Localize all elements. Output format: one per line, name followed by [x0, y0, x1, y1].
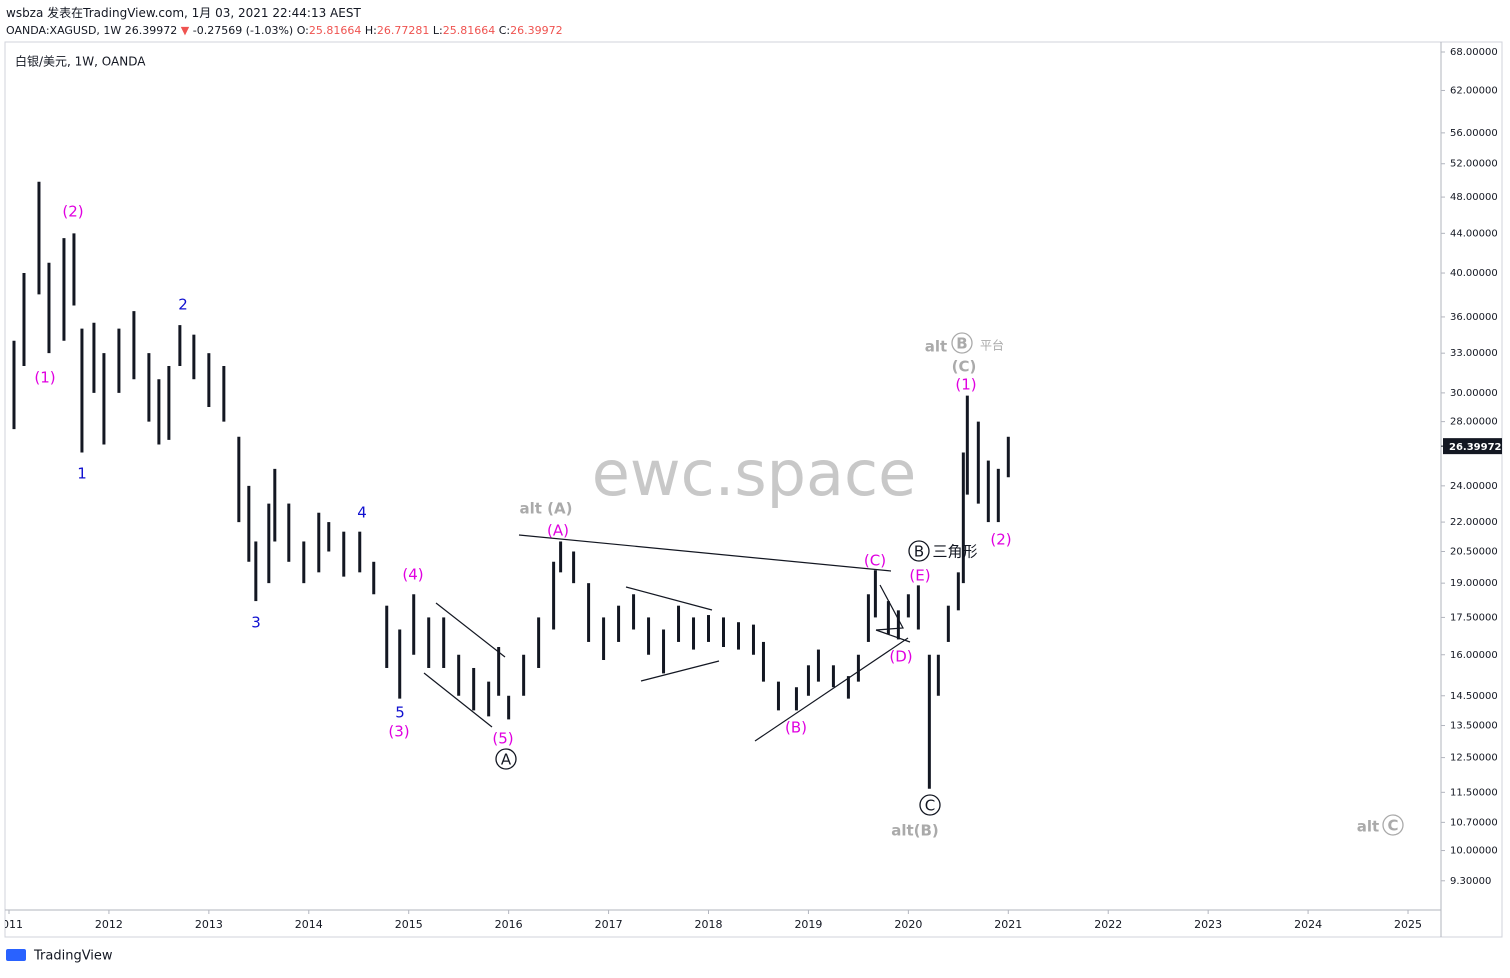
- annotation: (4): [402, 566, 423, 584]
- y-tick-label: 20.50000: [1450, 547, 1498, 558]
- y-tick-label: 56.00000: [1450, 128, 1498, 139]
- annotation: B: [914, 543, 924, 561]
- ohlc-label: C:: [499, 24, 510, 37]
- watermark: ewc.space: [592, 437, 917, 510]
- annotation-circle: [495, 748, 517, 770]
- x-tick-label: 2011: [0, 918, 23, 931]
- last: 26.39972: [125, 24, 178, 37]
- y-tick-label: 10.70000: [1450, 817, 1498, 828]
- y-tick-label: 30.00000: [1450, 388, 1498, 399]
- annotation-circle: [919, 794, 941, 816]
- annotation: (A): [547, 522, 569, 540]
- annotation: (D): [889, 648, 912, 666]
- annotation: alt(B): [891, 822, 939, 840]
- y-tick-label: 62.00000: [1450, 85, 1498, 96]
- annotation: 3: [251, 614, 261, 632]
- annotation-circle: [908, 540, 930, 562]
- y-tick-label: 22.00000: [1450, 517, 1498, 528]
- y-tick-label: 33.00000: [1450, 348, 1498, 359]
- x-tick-label: 2015: [395, 918, 423, 931]
- y-tick-label: 11.50000: [1450, 787, 1498, 798]
- y-tick-label: 14.50000: [1450, 691, 1498, 702]
- annotation-circle: [951, 332, 973, 354]
- y-tick-label: 48.00000: [1450, 192, 1498, 203]
- annotation: alt: [925, 338, 947, 356]
- last-price-box: [1443, 438, 1502, 455]
- ohlc-value: 25.81664: [443, 24, 496, 37]
- annotation: B: [956, 335, 967, 353]
- annotation: alt (A): [520, 500, 573, 518]
- published: 发表在TradingView.com, 1月 03, 2021 22:44:13…: [47, 5, 361, 20]
- y-tick-label: 52.00000: [1450, 159, 1498, 170]
- x-tick-label: 2012: [95, 918, 123, 931]
- header-line-2: OANDA:XAGUSD, 1W 26.39972 ▼ -0.27569 (-1…: [6, 24, 563, 37]
- annotation: (1): [34, 369, 55, 387]
- annotation: 三角形: [932, 543, 977, 561]
- y-tick-label: 36.00000: [1450, 312, 1498, 323]
- plot-area: 2011 2012 2013 2014 2015 2016 2017 2018 2019 2020…: [0, 181, 1422, 931]
- annotation: (B): [785, 719, 807, 737]
- down-arrow: ▼: [181, 24, 190, 37]
- y-tick-label: 24.00000: [1450, 481, 1498, 492]
- y-tick-label: 17.50000: [1450, 612, 1498, 623]
- y-tick-label: 10.00000: [1450, 846, 1498, 857]
- y-tick-label: 12.50000: [1450, 753, 1498, 764]
- annotation: (C): [952, 358, 977, 376]
- author: wsbza: [6, 6, 43, 20]
- annotation: C: [925, 797, 935, 815]
- y-tick-label: 68.00000: [1450, 47, 1498, 58]
- x-tick-label: 2022: [1094, 918, 1122, 931]
- symbol: OANDA:XAGUSD, 1W: [6, 24, 121, 37]
- annotation: (3): [388, 723, 409, 741]
- logo: [6, 949, 26, 961]
- ohlc-value: 25.81664: [309, 24, 362, 37]
- annotation: (2): [62, 203, 83, 221]
- x-tick-label: 2017: [595, 918, 623, 931]
- x-tick-label: 2018: [695, 918, 723, 931]
- annotation: (E): [909, 567, 930, 585]
- x-tick-label: 2024: [1294, 918, 1322, 931]
- annotation: 5: [395, 704, 405, 722]
- x-tick-label: 2020: [894, 918, 922, 931]
- change: -0.27569 (-1.03%): [193, 24, 293, 37]
- x-tick-label: 2019: [794, 918, 822, 931]
- y-tick-label: 13.50000: [1450, 721, 1498, 732]
- x-tick-label: 2023: [1194, 918, 1222, 931]
- x-tick-label: 2014: [295, 918, 323, 931]
- y-tick-label: 44.00000: [1450, 228, 1498, 239]
- x-tick-label: 2021: [994, 918, 1022, 931]
- y-tick-label: 19.00000: [1450, 578, 1498, 589]
- ohlc-value: 26.77281: [377, 24, 430, 37]
- annotation: 4: [357, 504, 367, 522]
- y-tick-label: 9.30000: [1450, 876, 1491, 887]
- annotation: A: [501, 751, 512, 769]
- header-line-1: wsbza 发表在TradingView.com, 1月 03, 2021 22…: [6, 5, 361, 20]
- y-tick-label: 16.00000: [1450, 650, 1498, 661]
- y-tick-label: 40.00000: [1450, 268, 1498, 279]
- x-tick-label: 2025: [1394, 918, 1422, 931]
- last-price-label: 26.39972: [1449, 442, 1502, 453]
- ohlc-label: H:: [365, 24, 377, 37]
- ohlc-label: O:: [297, 24, 309, 37]
- annotation: (2): [990, 531, 1011, 549]
- x-tick-label: 2013: [195, 918, 223, 931]
- brand: TradingView: [33, 949, 113, 964]
- annotation: 2: [178, 296, 188, 314]
- ohlc-value: 26.39972: [510, 24, 563, 37]
- annotation: 平台: [980, 338, 1004, 353]
- chart-title: 白银/美元, 1W, OANDA: [15, 54, 146, 69]
- annotation: 1: [77, 465, 87, 483]
- annotation: (C): [864, 552, 886, 570]
- annotation-circle: [1382, 814, 1404, 836]
- annotation: (5): [492, 730, 513, 748]
- trend-lines: [423, 534, 911, 742]
- frame: [4, 41, 1503, 938]
- annotation: (1): [955, 376, 976, 394]
- ohlc-label: L:: [433, 24, 443, 37]
- y-tick-label: 28.00000: [1450, 417, 1498, 428]
- annotation: C: [1387, 817, 1398, 835]
- annotation: alt: [1357, 818, 1379, 836]
- x-tick-label: 2016: [495, 918, 523, 931]
